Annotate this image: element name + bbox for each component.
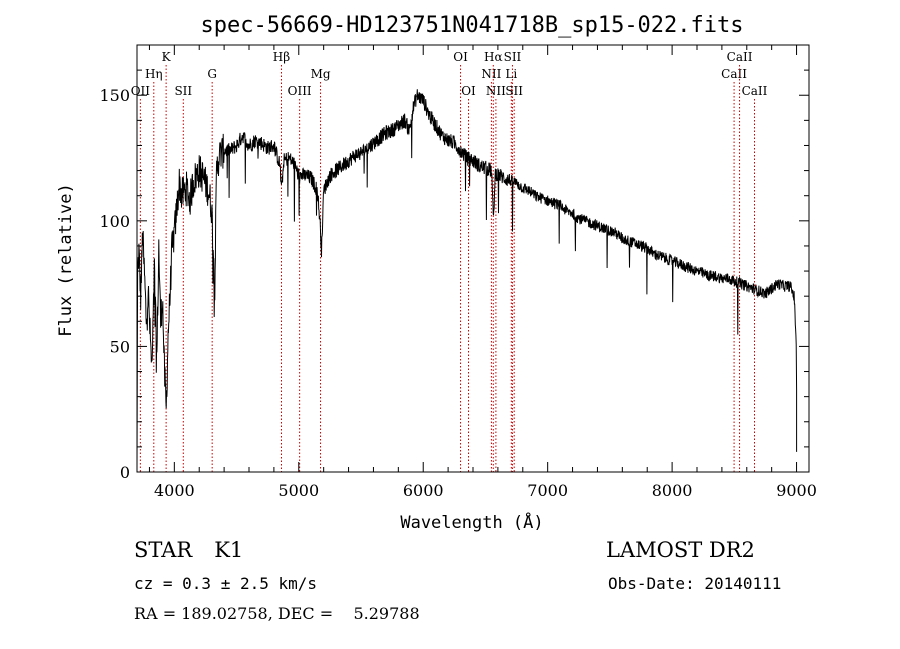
x-tick-label: 5000 [278, 481, 319, 500]
line-marker-label-14: SII [504, 50, 522, 64]
line-marker-label-3: SII [174, 84, 192, 98]
axis-ticks: 4000 5000 6000 7000 8000 9000 0 50 100 150 [99, 44, 817, 500]
line-marker-label-10: NII [481, 67, 501, 81]
line-markers: OII Hη K SII G Hβ OIII Mg OI OI NII Hα NII Li SII SII Ca… [131, 50, 768, 472]
line-marker-label-18: CaII [742, 84, 768, 98]
line-marker-label-4: G [207, 67, 217, 81]
line-marker-label-12: NII [486, 84, 506, 98]
line-marker-label-16: CaII [721, 67, 747, 81]
x-axis-label: Wavelength (Å) [400, 511, 543, 533]
line-marker-label-2: K [162, 50, 172, 64]
line-marker-label-11: Hα [484, 50, 503, 64]
y-tick-label: 0 [120, 463, 130, 482]
coordinates-readout: RA = 189.02758, DEC = 5.29788 [134, 604, 420, 623]
line-marker-label-7: Mg [311, 67, 331, 81]
survey-name: LAMOST DR2 [606, 538, 755, 562]
x-tick-label: 7000 [527, 481, 568, 500]
object-subclass: K1 [214, 538, 244, 562]
x-tick-label: 9000 [776, 481, 817, 500]
line-marker-label-13: Li [505, 67, 517, 81]
observation-date: Obs-Date: 20140111 [608, 574, 782, 593]
plot-frame [136, 44, 810, 473]
redshift-readout: cz = 0.3 ± 2.5 km/s [134, 574, 318, 593]
spectrum-series [136, 89, 798, 468]
line-marker-label-15: SII [505, 84, 523, 98]
y-axis-label: Flux (relative) [56, 183, 76, 337]
y-tick-label: 50 [110, 337, 130, 356]
chart-title: spec-56669-HD123751N041718B_sp15-022.fit… [200, 13, 743, 38]
x-tick-label: 6000 [403, 481, 444, 500]
line-marker-label-1: Hη [145, 67, 163, 81]
x-tick-label: 8000 [652, 481, 693, 500]
object-class: STAR [134, 538, 193, 562]
spectrum-line [136, 89, 798, 468]
line-marker-label-9: OI [461, 84, 476, 98]
line-marker-label-5: Hβ [273, 50, 290, 64]
line-marker-label-0: OII [131, 84, 151, 98]
x-tick-label: 4000 [154, 481, 195, 500]
line-marker-label-6: OIII [288, 84, 312, 98]
object-class-line: STAR K1 [134, 538, 243, 562]
y-tick-label: 100 [99, 212, 130, 231]
line-marker-label-17: CaII [727, 50, 753, 64]
line-marker-label-8: OI [453, 50, 468, 64]
y-tick-label: 150 [99, 86, 130, 105]
